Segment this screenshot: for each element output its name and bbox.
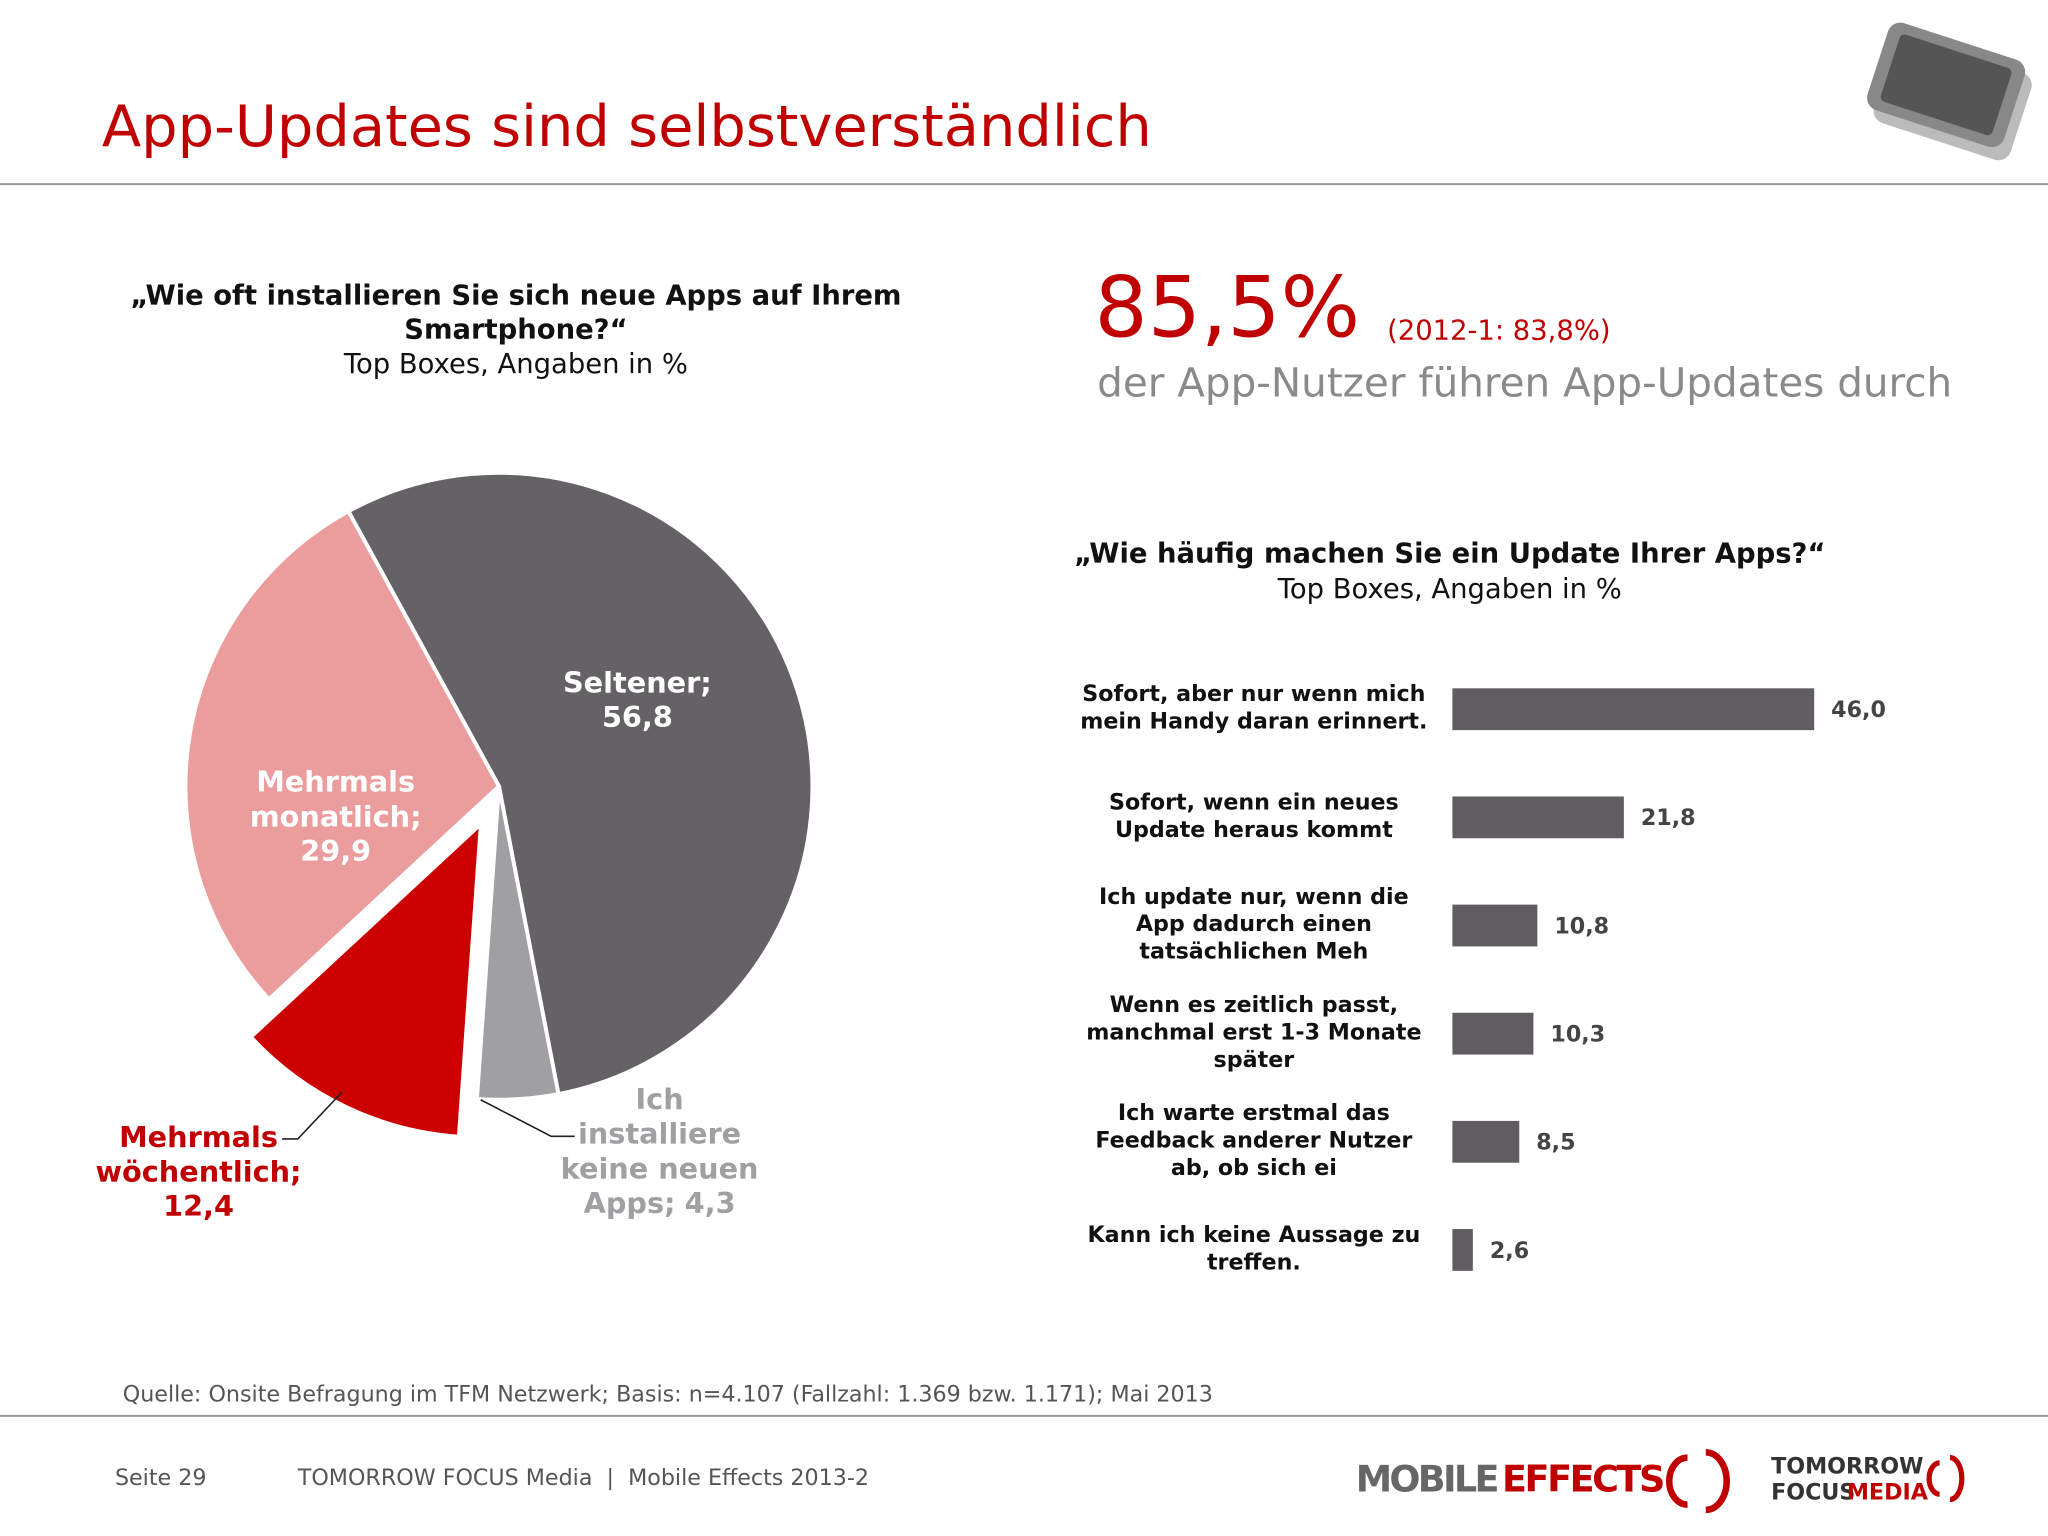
bar-label: Sofort, wenn ein neues Update heraus komm… — [1109, 789, 1399, 842]
logo-tomorrow-focus: TOMORROW FOCUS MEDIA — [1771, 1453, 1965, 1505]
page-number: Seite 29 — [115, 1465, 207, 1491]
leader-line — [282, 1091, 343, 1140]
bar-value: 10,3 — [1550, 1021, 1605, 1047]
bar-value: 46,0 — [1831, 697, 1886, 723]
pie-slice — [248, 819, 484, 1139]
phone-icon — [1867, 22, 2032, 161]
slice-label: Mehrmals wöchentlich; — [96, 1120, 302, 1189]
bar — [1452, 688, 1815, 731]
bar — [1452, 1120, 1520, 1163]
publisher: TOMORROW FOCUS Media | Mobile Effects 20… — [297, 1465, 869, 1491]
logo-text: MOBILE — [1356, 1458, 1500, 1501]
bar-label: Kann ich keine Aussage zu treffen. — [1087, 1221, 1420, 1274]
slide-title: App-Updates sind selbstverständlich — [102, 93, 1152, 160]
slice-label: Ich installiere keine neuen Apps; 4,3 — [561, 1082, 759, 1220]
logo-text: MEDIA — [1847, 1479, 1929, 1505]
bar-value: 8,5 — [1536, 1130, 1575, 1156]
bar-value: 21,8 — [1641, 805, 1696, 831]
slice-value: 56,8 — [602, 700, 673, 734]
pie-slice — [474, 785, 561, 1102]
logo-text: FOCUS — [1771, 1479, 1855, 1505]
bar-label: Ich warte erstmal das Feedback anderer Nu… — [1095, 1100, 1412, 1181]
bar-label: Wenn es zeitlich passt, manchmal erst 1-3… — [1086, 991, 1421, 1072]
slice-value: 12,4 — [163, 1189, 234, 1223]
logo-text: TOMORROW — [1771, 1453, 1923, 1479]
chart-subtitle: Top Boxes, Angaben in % — [343, 349, 688, 380]
slice-label: Seltener; — [563, 665, 712, 699]
source: Quelle: Onsite Befragung im TFM Netzwerk… — [123, 1381, 1213, 1407]
highlight-value: 85,5% — [1095, 258, 1361, 356]
bar-value: 10,8 — [1554, 913, 1609, 939]
pie-slice — [345, 470, 815, 1097]
slice-label: Mehrmals monatlich; — [250, 765, 422, 834]
highlight-comparison: (2012-1: 83,8%) — [1387, 315, 1610, 346]
bar-value: 2,6 — [1490, 1238, 1529, 1264]
bar-label: Ich update nur, wenn die App dadurch eine… — [1099, 883, 1409, 964]
pie-slice — [183, 508, 502, 1003]
slice-value: 4,3 — [685, 1186, 736, 1220]
bar — [1452, 796, 1624, 839]
bar — [1452, 904, 1538, 947]
highlight-text: der App-Nutzer führen App-Updates durch — [1097, 358, 1952, 406]
leader-line — [480, 1099, 575, 1138]
chart-subtitle: Top Boxes, Angaben in % — [1277, 574, 1622, 605]
slice-value: 29,9 — [300, 834, 371, 868]
logo-text: EFFECTS — [1502, 1458, 1665, 1501]
chart-title: „Wie oft installieren Sie sich neue Apps… — [130, 280, 901, 345]
bar — [1452, 1229, 1473, 1271]
logo-mobile-effects: MOBILE EFFECTS — [1356, 1449, 1730, 1514]
chart-title: „Wie häufig machen Sie ein Update Ihrer … — [1074, 539, 1825, 570]
bar-label: Sofort, aber nur wenn mich mein Handy dar… — [1080, 681, 1427, 734]
bar — [1452, 1012, 1534, 1055]
